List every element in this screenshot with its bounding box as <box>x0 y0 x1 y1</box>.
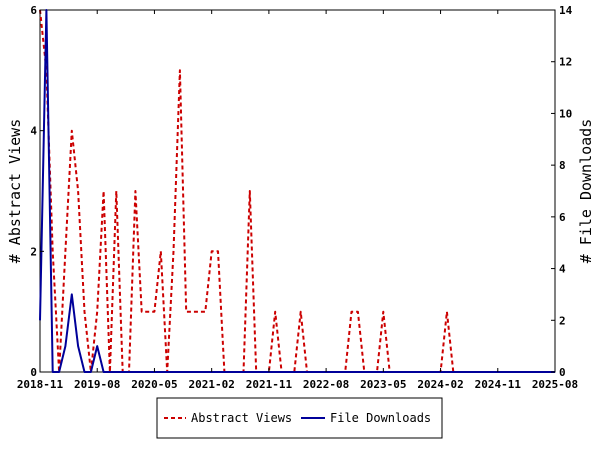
legend: Abstract Views File Downloads <box>156 397 443 439</box>
right-y-tick-label-6: 12 <box>559 56 572 69</box>
legend-box <box>156 397 443 439</box>
x-tick-label-3: 2021-02 <box>188 378 234 391</box>
x-tick-label-8: 2024-11 <box>475 378 522 391</box>
left-y-tick-label-3: 6 <box>30 4 37 17</box>
legend-label-file-downloads: File Downloads <box>330 411 431 425</box>
right-y-tick-label-3: 6 <box>559 211 566 224</box>
right-y-tick-label-2: 4 <box>559 263 566 276</box>
series-layer <box>39 9 555 373</box>
axes-layer: 2018-11 2019-08 2020-05 2021-02 2021-11 2022-… <box>17 4 578 391</box>
right-y-tick-label-5: 10 <box>559 107 572 120</box>
x-tick-label-6: 2023-05 <box>360 378 406 391</box>
x-tick-label-1: 2019-08 <box>74 378 120 391</box>
x-tick-label-4: 2021-11 <box>246 378 293 391</box>
left-axis-title: # Abstract Views <box>6 119 24 264</box>
right-y-tick-label-0: 0 <box>559 366 566 379</box>
x-tick-label-2: 2020-05 <box>131 378 177 391</box>
series-line-file-downloads <box>39 9 555 373</box>
right-y-tick-label-7: 14 <box>559 4 573 17</box>
left-y-tick-label-0: 0 <box>30 366 37 379</box>
x-tick-label-5: 2022-08 <box>303 378 349 391</box>
left-y-tick-label-1: 2 <box>30 245 37 258</box>
legend-label-abstract-views: Abstract Views <box>191 411 292 425</box>
right-y-tick-label-4: 8 <box>559 159 566 172</box>
series-line-abstract-views <box>39 9 555 373</box>
plot-area <box>39 9 556 373</box>
x-tick-label-7: 2024-02 <box>417 378 463 391</box>
x-tick-label-9: 2025-08 <box>532 378 578 391</box>
right-y-tick-label-1: 2 <box>559 314 566 327</box>
right-axis-title: # File Downloads <box>577 119 595 264</box>
x-tick-label-0: 2018-11 <box>17 378 64 391</box>
left-y-tick-label-2: 4 <box>30 125 37 138</box>
